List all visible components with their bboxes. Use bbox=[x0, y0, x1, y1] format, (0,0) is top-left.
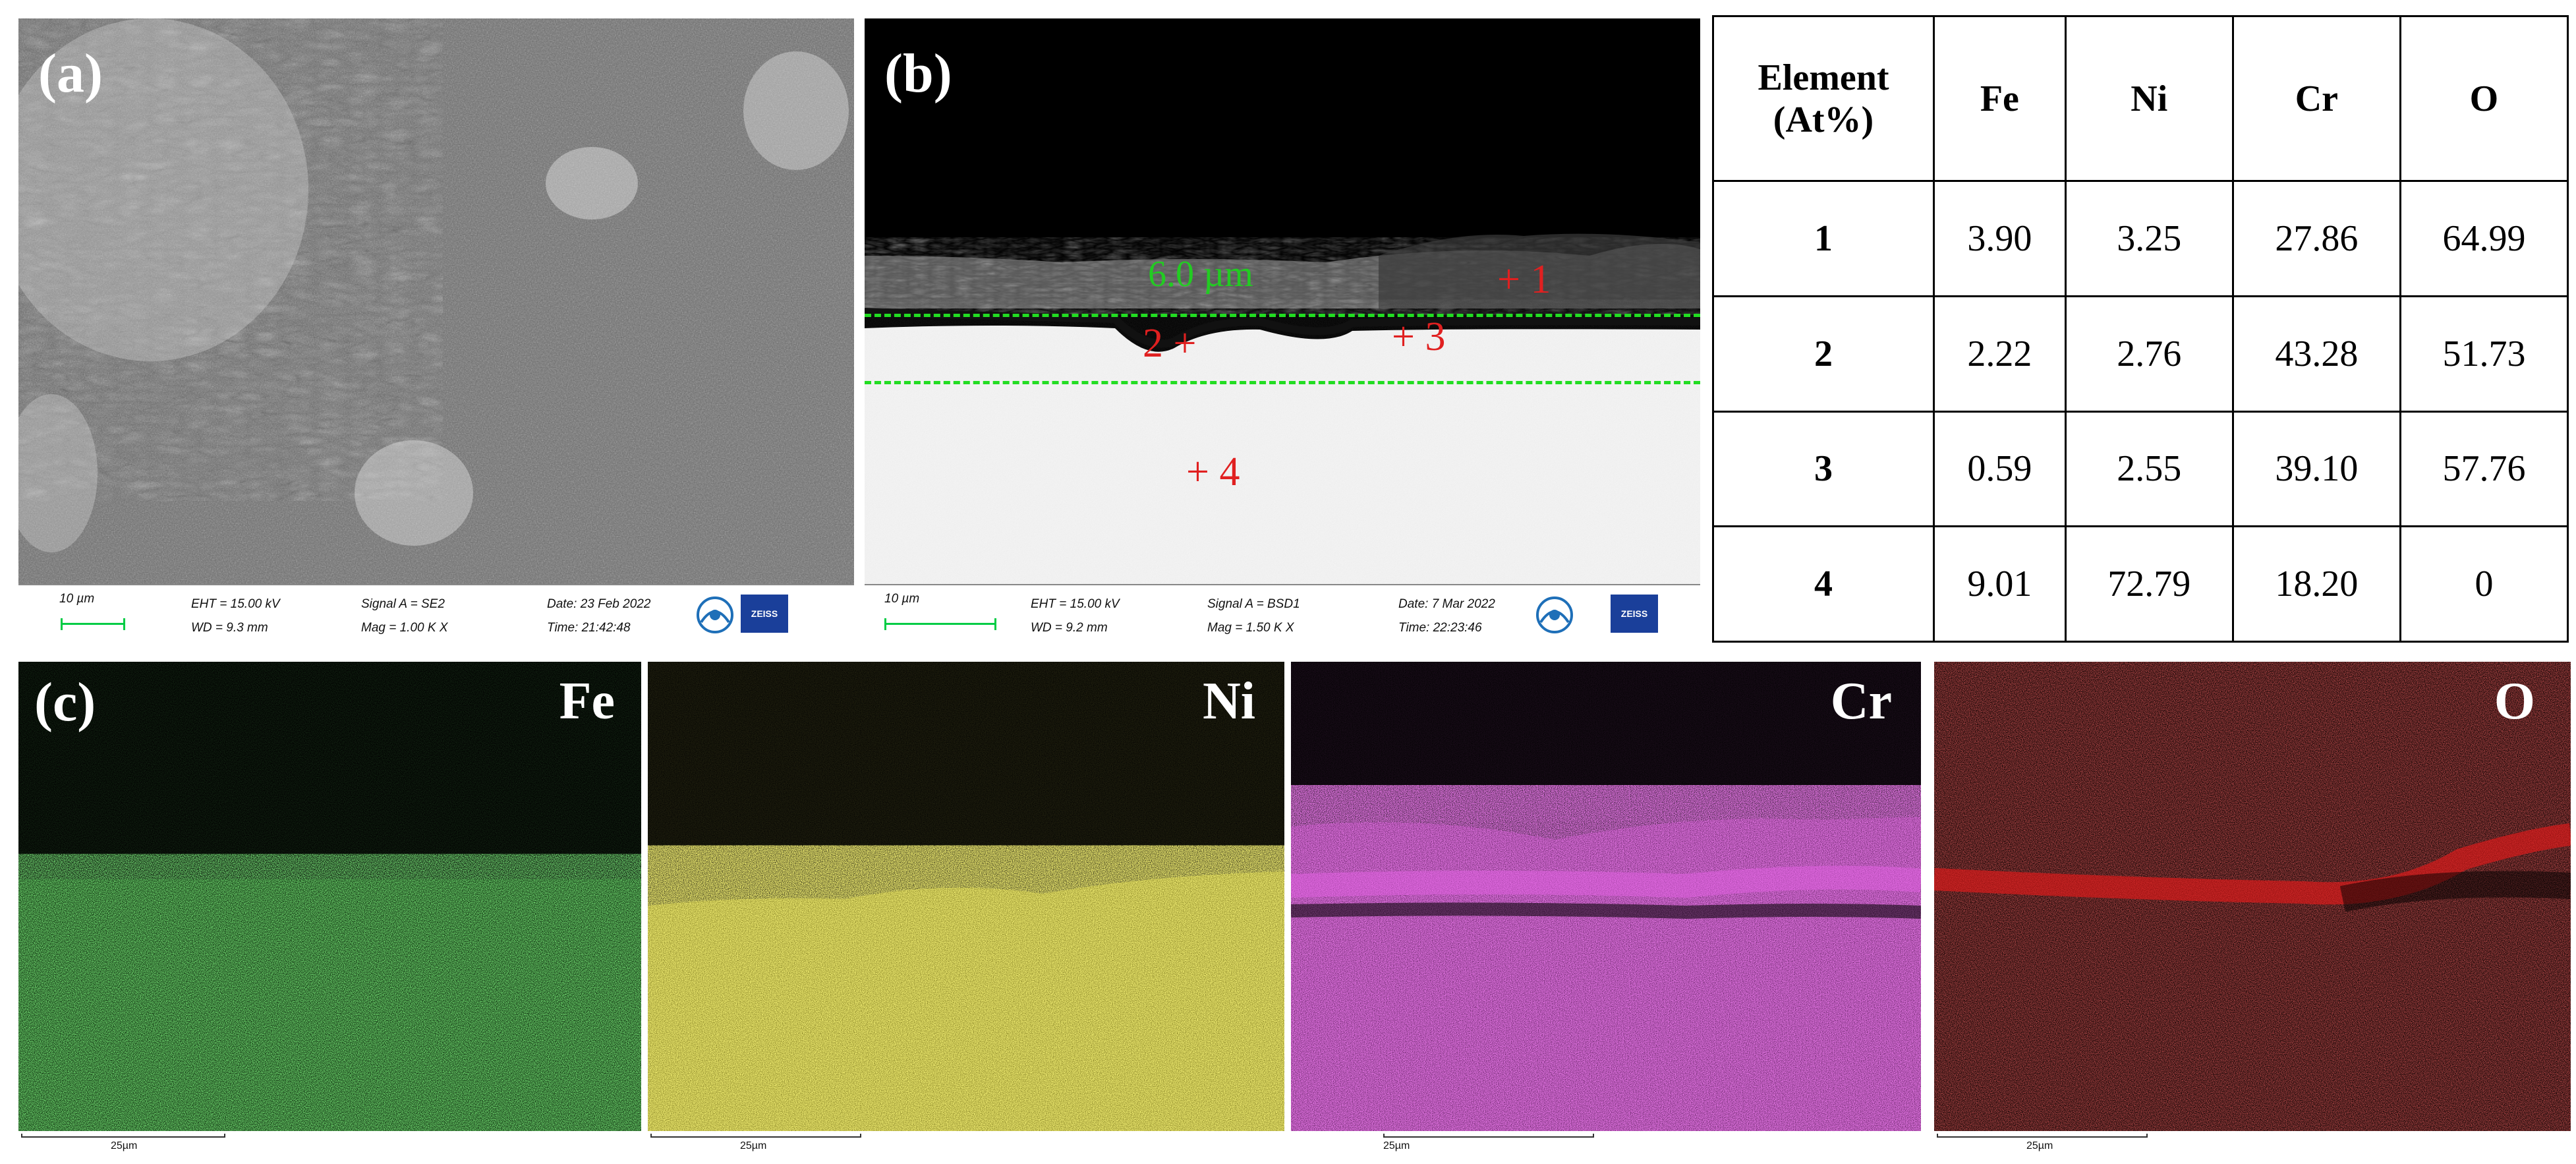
signal-value: Signal A = SE2 bbox=[361, 597, 445, 611]
element-header-line1: Element bbox=[1758, 57, 1889, 98]
eht-value: EHT = 15.00 kV bbox=[191, 597, 280, 611]
cell-o: 0 bbox=[2399, 525, 2569, 643]
cell-ni: 2.76 bbox=[2064, 295, 2234, 413]
scale-bar-label: 25µm bbox=[1383, 1140, 1410, 1151]
panel-c-label: (c) bbox=[34, 672, 96, 733]
element-label-cr: Cr bbox=[1830, 672, 1892, 730]
point-marker-4: + 4 bbox=[1186, 450, 1240, 494]
eds-scale-bar-cr: 25µm bbox=[1291, 1131, 1921, 1156]
cell-ni: 2.55 bbox=[2064, 410, 2234, 528]
cr-distribution-map bbox=[1291, 662, 1921, 1131]
column-header-ni: Ni bbox=[2064, 15, 2234, 182]
column-header-cr: Cr bbox=[2231, 15, 2401, 182]
table-row: 3 0.59 2.55 39.10 57.76 bbox=[1712, 410, 2569, 528]
cell-o: 64.99 bbox=[2399, 180, 2569, 297]
cell-cr: 27.86 bbox=[2231, 180, 2401, 297]
cell-o: 51.73 bbox=[2399, 295, 2569, 413]
institution-emblem-icon bbox=[697, 597, 733, 633]
table-row: 2 2.22 2.76 43.28 51.73 bbox=[1712, 295, 2569, 413]
panel-b-sem-cross-section: (b) 6.0 µm + 1 2 + + 3 + 4 10 µm EHT = 1… bbox=[865, 18, 1700, 643]
point-marker-3-label: 3 bbox=[1425, 314, 1446, 359]
date-value: Date: 23 Feb 2022 bbox=[547, 597, 651, 611]
row-point-label: 2 bbox=[1712, 295, 1935, 413]
scale-bar bbox=[61, 618, 125, 630]
eds-scale-bar-o: 25µm bbox=[1934, 1131, 2571, 1156]
signal-value: Signal A = BSD1 bbox=[1207, 597, 1300, 611]
mag-value: Mag = 1.50 K X bbox=[1207, 621, 1294, 635]
scale-bar-label: 10 µm bbox=[59, 592, 95, 606]
eds-map-fe: (c) Fe 25µm bbox=[18, 662, 641, 1156]
row-point-label: 4 bbox=[1712, 525, 1935, 643]
cell-fe: 0.59 bbox=[1933, 410, 2067, 528]
point-marker-3: + 3 bbox=[1392, 314, 1446, 359]
cell-cr: 43.28 bbox=[2231, 295, 2401, 413]
scale-bar bbox=[1383, 1134, 1594, 1138]
element-header-line2: (At%) bbox=[1773, 99, 1874, 140]
eds-scale-bar-fe: 25µm bbox=[18, 1131, 641, 1156]
row-point-label: 1 bbox=[1712, 180, 1935, 297]
o-distribution-map bbox=[1934, 662, 2571, 1131]
panel-b-label: (b) bbox=[884, 43, 952, 104]
time-value: Time: 22:23:46 bbox=[1398, 621, 1482, 635]
cell-fe: 9.01 bbox=[1933, 525, 2067, 643]
wd-value: WD = 9.2 mm bbox=[1031, 621, 1108, 635]
wd-value: WD = 9.3 mm bbox=[191, 621, 268, 635]
point-marker-4-label: 4 bbox=[1219, 450, 1240, 494]
eds-map-ni: Ni 25µm bbox=[648, 662, 1284, 1156]
table-row: 1 3.90 3.25 27.86 64.99 bbox=[1712, 180, 2569, 297]
scale-bar bbox=[21, 1134, 225, 1138]
panel-a-label: (a) bbox=[38, 43, 103, 104]
date-value: Date: 7 Mar 2022 bbox=[1398, 597, 1495, 611]
ni-distribution-map bbox=[648, 662, 1284, 1131]
scale-bar-label: 25µm bbox=[111, 1140, 138, 1151]
cell-fe: 2.22 bbox=[1933, 295, 2067, 413]
sem-info-bar-b: 10 µm EHT = 15.00 kV WD = 9.2 mm Signal … bbox=[865, 584, 1700, 643]
time-value: Time: 21:42:48 bbox=[547, 621, 631, 635]
eds-map-o: O 25µm bbox=[1934, 662, 2571, 1156]
oxide-thickness-label: 6.0 µm bbox=[1148, 254, 1253, 295]
column-header-o: O bbox=[2399, 15, 2569, 182]
institution-emblem-icon bbox=[1536, 597, 1573, 633]
eht-value: EHT = 15.00 kV bbox=[1031, 597, 1120, 611]
scale-bar bbox=[1937, 1134, 2148, 1138]
sem-surface-micrograph bbox=[18, 18, 854, 585]
point-marker-2: 2 + bbox=[1143, 321, 1197, 366]
eds-scale-bar-ni: 25µm bbox=[648, 1131, 1284, 1156]
scale-bar-label: 10 µm bbox=[884, 592, 920, 606]
table-header-row: Element (At%) Fe Ni Cr O bbox=[1712, 15, 2569, 182]
column-header-fe: Fe bbox=[1933, 15, 2067, 182]
element-label-o: O bbox=[2494, 672, 2535, 730]
cell-cr: 39.10 bbox=[2231, 410, 2401, 528]
cell-ni: 72.79 bbox=[2064, 525, 2234, 643]
scale-bar bbox=[650, 1134, 861, 1138]
cell-fe: 3.90 bbox=[1933, 180, 2067, 297]
row-point-label: 3 bbox=[1712, 410, 1935, 528]
point-marker-1: + 1 bbox=[1497, 257, 1551, 302]
scale-bar-label: 25µm bbox=[740, 1140, 767, 1151]
fe-distribution-map bbox=[18, 662, 641, 1131]
mag-value: Mag = 1.00 K X bbox=[361, 621, 448, 635]
point-marker-2-label: 2 bbox=[1143, 321, 1163, 366]
sem-info-bar-a: 10 µm EHT = 15.00 kV WD = 9.3 mm Signal … bbox=[18, 584, 854, 643]
scale-bar bbox=[884, 618, 996, 630]
element-header: Element (At%) bbox=[1712, 15, 1935, 182]
zeiss-logo: ZEISS bbox=[1611, 595, 1658, 633]
element-label-fe: Fe bbox=[559, 672, 615, 730]
scale-bar-label: 25µm bbox=[2026, 1140, 2053, 1151]
table-row: 4 9.01 72.79 18.20 0 bbox=[1712, 525, 2569, 643]
element-label-ni: Ni bbox=[1203, 672, 1255, 730]
cell-cr: 18.20 bbox=[2231, 525, 2401, 643]
eds-map-cr: Cr 25µm bbox=[1291, 662, 1921, 1156]
sem-cross-section-micrograph bbox=[865, 18, 1700, 585]
panel-a-sem-image: (a) 10 µm EHT = 15.00 kV WD = 9.3 mm Sig… bbox=[18, 18, 854, 643]
composition-table: Element (At%) Fe Ni Cr O 1 3.90 3.25 27.… bbox=[1712, 15, 2569, 643]
zeiss-logo: ZEISS bbox=[741, 595, 788, 633]
cell-o: 57.76 bbox=[2399, 410, 2569, 528]
oxide-bottom-boundary-line bbox=[865, 381, 1700, 384]
cell-ni: 3.25 bbox=[2064, 180, 2234, 297]
oxide-top-boundary-line bbox=[865, 314, 1700, 317]
point-marker-1-label: 1 bbox=[1530, 257, 1551, 302]
